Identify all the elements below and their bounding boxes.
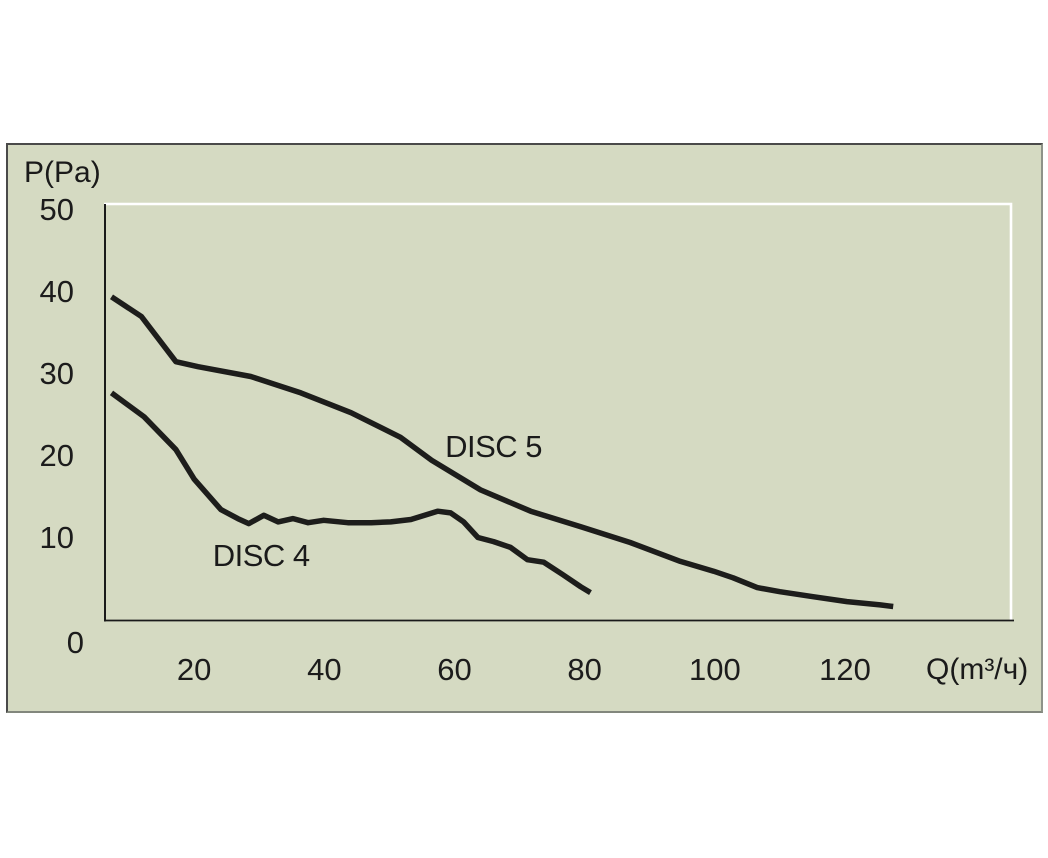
chart-panel (6, 143, 1043, 713)
y-axis-title: P(Pa) (24, 156, 101, 189)
x-axis-title: Q(m³/ч) (926, 653, 1029, 686)
